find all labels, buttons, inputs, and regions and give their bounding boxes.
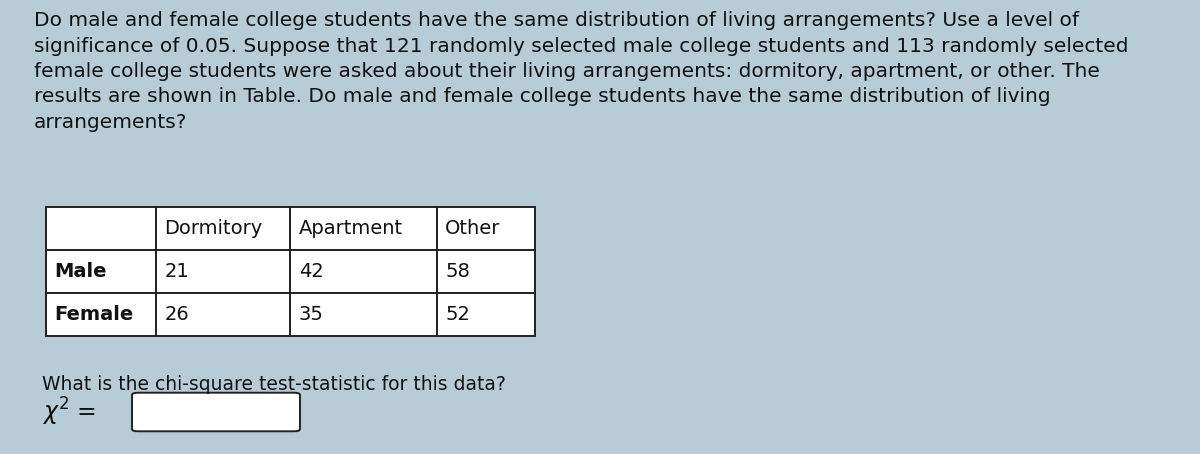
Text: 58: 58	[445, 262, 470, 281]
Bar	[156, 207, 290, 250]
Bar	[46, 250, 156, 293]
Bar	[46, 293, 156, 336]
Text: Do male and female college students have the same distribution of living arrange: Do male and female college students have…	[34, 11, 1128, 132]
Bar	[156, 250, 290, 293]
Text: 52: 52	[445, 305, 470, 324]
Text: Dormitory: Dormitory	[164, 219, 263, 237]
Text: 35: 35	[299, 305, 324, 324]
Text: What is the chi-square test-statistic for this data?: What is the chi-square test-statistic fo…	[42, 375, 506, 394]
Bar	[437, 207, 535, 250]
Bar	[156, 293, 290, 336]
Bar	[290, 293, 437, 336]
Text: $\chi^{2}$ =: $\chi^{2}$ =	[42, 396, 96, 428]
Bar	[437, 293, 535, 336]
Text: Female: Female	[54, 305, 133, 324]
Bar	[290, 207, 437, 250]
FancyBboxPatch shape	[132, 393, 300, 431]
Text: 21: 21	[164, 262, 190, 281]
Bar	[46, 207, 156, 250]
Text: Male: Male	[54, 262, 107, 281]
Bar	[437, 250, 535, 293]
Text: Apartment: Apartment	[299, 219, 403, 237]
Bar	[290, 250, 437, 293]
Text: 42: 42	[299, 262, 324, 281]
Text: Other: Other	[445, 219, 500, 237]
Text: 26: 26	[164, 305, 190, 324]
